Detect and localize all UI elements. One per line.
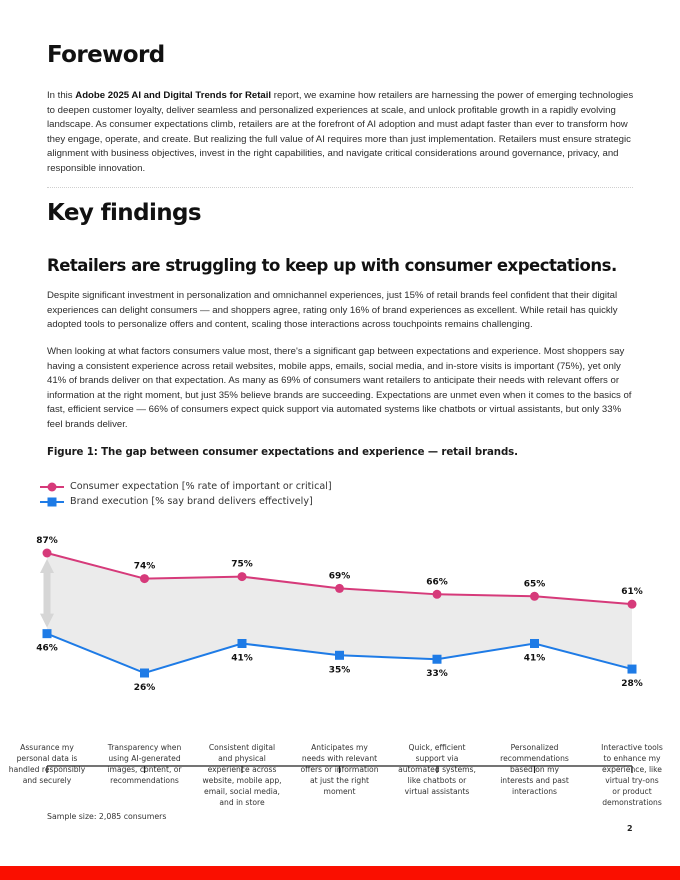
category-label: Personalized recommendations based on my in…	[492, 742, 578, 797]
category-label-line: using AI-generated	[108, 754, 181, 763]
category-label: Interactive tools to enhance my experience…	[589, 742, 675, 808]
category-label-line: and securely	[22, 776, 72, 785]
intro-rest: report, we examine how retailers are har…	[47, 90, 634, 174]
brand-data-label: 41%	[524, 653, 546, 663]
category-label-line: Assurance my	[20, 743, 74, 752]
category-label-line: recommendations	[110, 776, 179, 785]
category-label-line: handled responsibly	[8, 765, 86, 774]
category-label-line: website, mobile app,	[202, 776, 282, 785]
consumer-point	[140, 574, 149, 584]
figure-title: Figure 1: The gap between consumer expec…	[47, 447, 518, 458]
consumer-data-label: 87%	[36, 536, 58, 546]
consumer-point	[237, 572, 247, 582]
category-label: Consistent digital and physical experience…	[199, 742, 285, 808]
consumer-point	[335, 583, 344, 593]
consumer-data-label: 61%	[621, 587, 643, 597]
category-label-line: demonstrations	[602, 798, 662, 807]
brand-point	[530, 638, 539, 648]
category-label-line: support via	[415, 754, 459, 763]
category-label-line: and in store	[219, 798, 265, 807]
report-name: Adobe 2025 AI and Digital Trends for Ret…	[75, 90, 272, 101]
key-findings-title: Key findings	[47, 200, 202, 226]
foreword-title: Foreword	[47, 42, 165, 68]
foreword-paragraph: In this Adobe 2025 AI and Digital Trends…	[47, 89, 637, 176]
consumer-point	[42, 548, 52, 558]
category-label-line: email, social media,	[204, 787, 280, 796]
category-label-line: or product	[612, 787, 652, 796]
x-axis	[46, 765, 633, 773]
category-label-line: experience across	[207, 765, 277, 774]
category-label: Anticipates my needs with relevant offers …	[297, 742, 383, 797]
consumer-data-label: 65%	[524, 579, 546, 589]
brand-point	[237, 638, 247, 648]
section-divider	[47, 187, 633, 188]
intro-prefix: In this	[47, 90, 76, 101]
category-label-line: experience, like	[602, 765, 662, 774]
category-label-line: offers or information	[300, 765, 379, 774]
gap-double-arrow-icon	[40, 559, 54, 628]
consumer-data-label: 69%	[329, 571, 351, 581]
category-label-line: virtual try-ons	[605, 776, 659, 785]
square-marker-icon	[40, 497, 64, 506]
brand-data-label: 35%	[329, 665, 351, 675]
category-label-line: recommendations	[500, 754, 569, 763]
category-label-line: Anticipates my	[311, 743, 368, 752]
category-label-line: virtual assistants	[404, 787, 470, 796]
brand-data-label: 46%	[36, 644, 58, 654]
category-label-line: Personalized	[510, 743, 559, 752]
consumer-point	[627, 599, 637, 609]
legend-label-consumer: Consumer expectation [% rate of importan…	[70, 481, 332, 492]
category-label-line: needs with relevant	[301, 754, 378, 763]
category-label-line: personal data is	[16, 754, 78, 763]
gap-area	[47, 553, 632, 673]
category-label-line: images, content, or	[107, 765, 182, 774]
brand-point	[432, 654, 442, 664]
category-label: Assurance my personal data is handled resp…	[4, 742, 90, 786]
legend-item-brand: Brand execution [% say brand delivers ef…	[40, 494, 332, 509]
consumer-data-label: 74%	[134, 562, 156, 572]
brand-data-label: 28%	[621, 679, 643, 689]
brand-data-label: 33%	[426, 669, 448, 679]
category-label: Quick, efficient support via automated sys…	[394, 742, 480, 797]
consumer-point	[432, 589, 442, 599]
chart-legend: Consumer expectation [% rate of importan…	[40, 479, 332, 509]
category-label-line: interactions	[511, 787, 558, 796]
category-label-line: Consistent digital	[208, 743, 276, 752]
category-label-line: like chatbots or	[407, 776, 467, 785]
consumer-point	[530, 591, 539, 601]
brand-footer-bar	[0, 866, 680, 880]
page-number: 2	[627, 824, 633, 833]
category-label-line: interests and past	[500, 776, 569, 785]
consumer-data-label: 66%	[426, 577, 448, 587]
category-label-line: Quick, efficient	[408, 743, 466, 752]
legend-item-consumer: Consumer expectation [% rate of importan…	[40, 479, 332, 494]
category-label-line: Interactive tools	[601, 743, 663, 752]
category-label-line: moment	[323, 787, 356, 796]
category-label-line: automated systems,	[398, 765, 476, 774]
category-label-line: Transparency when	[107, 743, 182, 752]
brand-point	[140, 668, 149, 678]
brand-point	[335, 650, 344, 660]
sample-size-note: Sample size: 2,085 consumers	[47, 812, 167, 821]
legend-label-brand: Brand execution [% say brand delivers ef…	[70, 496, 313, 507]
findings-paragraph-2: When looking at what factors consumers v…	[47, 346, 632, 430]
brand-point	[42, 629, 52, 639]
category-label-line: based on my	[509, 765, 560, 774]
consumer-data-label: 75%	[231, 560, 253, 570]
category-label: Transparency when using AI-generated image…	[102, 742, 188, 786]
category-label-line: to enhance my	[603, 754, 661, 763]
gap-line-chart: 87% 74% 75% 69% 66% 65% 61% 46% 26% 41% 35% 33% 41% 2…	[36, 536, 643, 693]
key-findings-subtitle: Retailers are struggling to keep up with…	[47, 256, 617, 275]
brand-data-label: 26%	[134, 683, 156, 693]
brand-point	[627, 664, 637, 674]
category-label-line: and physical	[218, 754, 266, 763]
findings-paragraph-1: Despite significant investment in person…	[47, 290, 618, 330]
circle-marker-icon	[40, 482, 64, 491]
brand-data-label: 41%	[231, 653, 253, 663]
category-label-line: at just the right	[309, 776, 370, 785]
